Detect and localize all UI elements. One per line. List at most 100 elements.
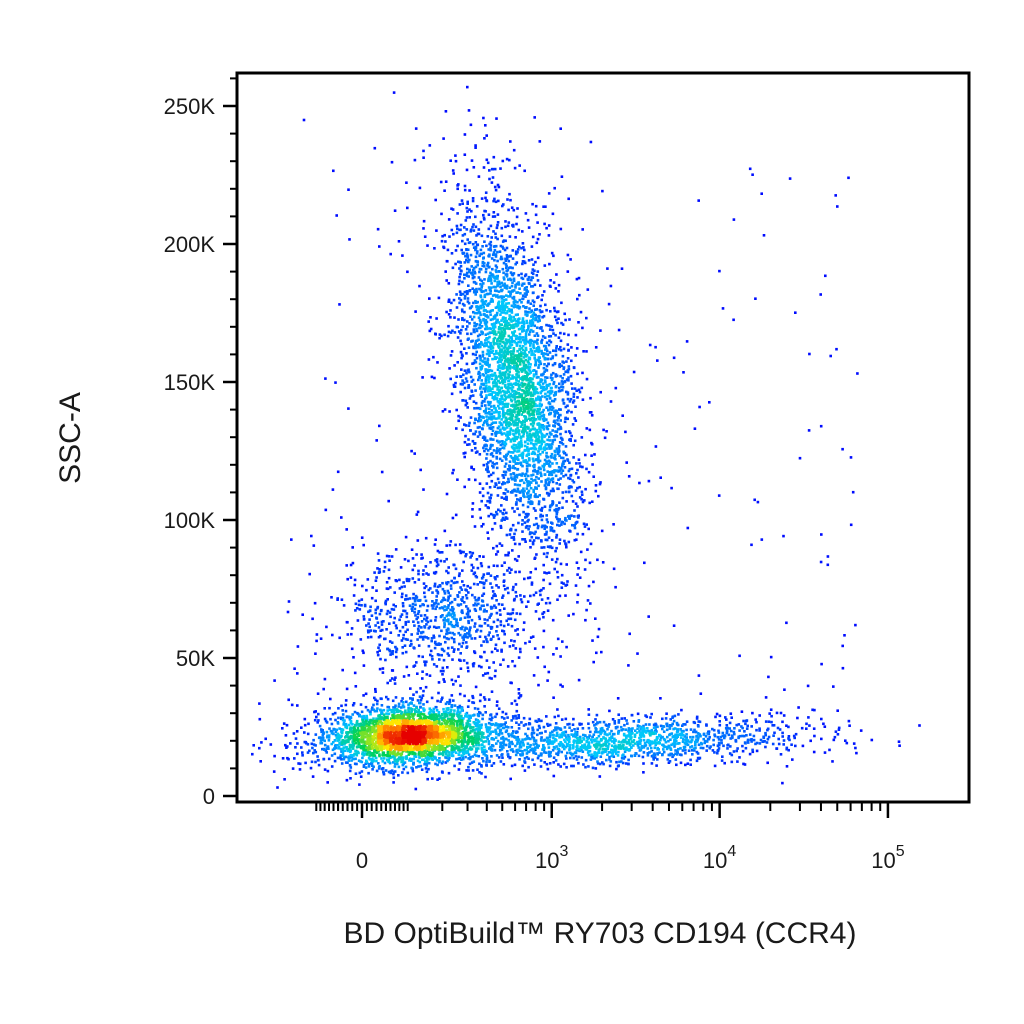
event-dot xyxy=(497,707,501,710)
event-dot xyxy=(362,765,366,768)
event-dot xyxy=(541,294,544,297)
event-dot xyxy=(542,563,545,567)
event-dot xyxy=(543,505,547,508)
event-dot xyxy=(672,727,675,731)
event-dot xyxy=(416,627,420,631)
event-dot xyxy=(703,739,707,743)
event-dot xyxy=(504,495,508,499)
event-dot xyxy=(560,750,563,754)
event-dot xyxy=(728,727,731,730)
event-dot xyxy=(453,316,456,319)
event-dot xyxy=(870,738,874,742)
event-dot xyxy=(341,754,345,758)
event-dot xyxy=(530,535,534,539)
event-dot xyxy=(537,450,540,453)
event-dot xyxy=(525,470,529,473)
event-dot xyxy=(484,289,488,292)
event-dot xyxy=(479,562,483,565)
event-dot xyxy=(738,654,741,658)
event-dot xyxy=(460,356,463,360)
event-dot xyxy=(544,480,548,483)
event-dots xyxy=(251,85,921,791)
event-dot xyxy=(617,731,620,734)
event-dot xyxy=(717,749,720,752)
event-dot xyxy=(401,704,405,707)
event-dot xyxy=(537,744,540,748)
event-dot xyxy=(414,310,417,313)
event-dot xyxy=(486,466,489,470)
event-dot xyxy=(541,315,544,319)
event-dot xyxy=(530,285,533,288)
event-dot xyxy=(561,354,565,358)
event-dot xyxy=(552,435,556,438)
event-dot xyxy=(470,159,474,162)
event-dot xyxy=(550,477,554,481)
event-dot xyxy=(418,599,421,602)
event-dot xyxy=(516,742,519,746)
event-dot xyxy=(406,597,410,601)
event-dot xyxy=(782,739,786,742)
event-dot xyxy=(560,586,564,589)
event-dot xyxy=(504,553,507,557)
event-dot xyxy=(477,344,480,347)
event-dot xyxy=(597,734,601,738)
event-dot xyxy=(555,745,558,748)
event-dot xyxy=(519,749,522,753)
event-dot xyxy=(503,492,507,495)
event-dot xyxy=(392,621,396,624)
event-dot xyxy=(463,184,467,188)
event-dot xyxy=(627,475,631,478)
event-dot xyxy=(575,561,579,564)
event-dot xyxy=(602,729,605,733)
event-dot xyxy=(557,422,560,426)
event-dot xyxy=(491,730,495,733)
event-dot xyxy=(492,275,495,279)
event-dot xyxy=(490,323,494,326)
event-dot xyxy=(478,453,482,456)
event-dot xyxy=(584,453,587,457)
event-dot xyxy=(545,530,548,534)
event-dot xyxy=(506,753,510,756)
event-dot xyxy=(511,296,514,300)
event-dot xyxy=(543,473,547,476)
event-dot xyxy=(478,617,482,621)
event-dot xyxy=(494,728,497,732)
event-dot xyxy=(482,759,485,763)
event-dot xyxy=(362,618,366,621)
event-dot xyxy=(535,536,538,540)
event-dot xyxy=(505,287,509,290)
event-dot xyxy=(515,222,518,226)
event-dot xyxy=(298,762,302,766)
event-dot xyxy=(331,712,335,716)
event-dot xyxy=(543,363,546,366)
event-dot xyxy=(534,530,537,534)
event-dot xyxy=(551,371,555,375)
event-dot xyxy=(340,598,344,601)
event-dot xyxy=(583,568,587,571)
event-dot xyxy=(466,202,469,205)
event-dot xyxy=(701,746,705,750)
event-dot xyxy=(492,315,496,318)
event-dot xyxy=(409,639,413,643)
event-dot xyxy=(531,726,534,730)
event-dot xyxy=(430,639,433,643)
event-dot xyxy=(345,715,349,719)
event-dot xyxy=(549,528,553,532)
event-dot xyxy=(296,742,299,745)
event-dot xyxy=(374,579,378,582)
event-dot xyxy=(485,324,488,328)
event-dot xyxy=(555,273,558,276)
event-dot xyxy=(356,711,359,715)
event-dot xyxy=(847,719,851,723)
event-dot xyxy=(514,236,517,239)
event-dot xyxy=(514,502,518,506)
event-dot xyxy=(553,412,557,416)
event-dot xyxy=(551,356,554,360)
event-dot xyxy=(535,553,538,556)
event-dot xyxy=(502,508,506,512)
event-dot xyxy=(398,618,401,622)
event-dot xyxy=(723,734,727,738)
event-dot xyxy=(332,169,335,173)
event-dot xyxy=(484,370,488,373)
event-dot xyxy=(368,625,371,629)
